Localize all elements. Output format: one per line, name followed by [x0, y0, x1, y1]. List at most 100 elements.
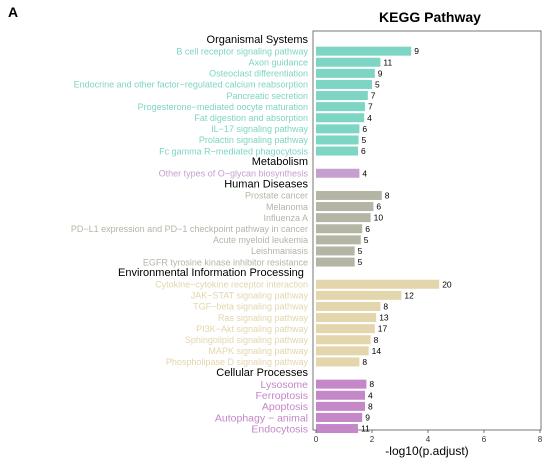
- bar: [316, 146, 358, 156]
- category-label: Apoptosis: [262, 401, 308, 413]
- bar: [316, 379, 367, 389]
- count-label: 6: [376, 202, 381, 212]
- category-label: Phospholipase D signaling pathway: [166, 357, 309, 367]
- bar: [316, 168, 360, 178]
- category-label: Melanoma: [266, 202, 308, 212]
- bar: [316, 424, 358, 434]
- bar: [316, 224, 363, 234]
- bar: [316, 390, 365, 400]
- count-label: 8: [383, 301, 388, 311]
- bar: [316, 68, 375, 78]
- count-label: 9: [365, 412, 370, 422]
- category-label: Acute myeloid leukemia: [213, 235, 308, 245]
- count-label: 8: [385, 190, 390, 200]
- plot-frame: [312, 30, 542, 431]
- x-axis: 0 2 4 6 8: [314, 430, 543, 444]
- category-label: Sphingolipid signaling pathway: [185, 335, 309, 345]
- category-label: Influenza A: [263, 213, 308, 223]
- category-label: Osteoclast differentiation: [209, 69, 308, 79]
- bar: [316, 57, 381, 67]
- category-label: IL−17 signaling pathway: [211, 124, 308, 134]
- bar: [316, 124, 360, 134]
- bar: [316, 335, 371, 345]
- bar: [316, 257, 355, 267]
- count-label: 11: [361, 424, 370, 434]
- group-label: Metabolism: [252, 156, 308, 168]
- bar: [316, 79, 372, 89]
- count-label: 5: [364, 235, 369, 245]
- x-tick-label: 8: [538, 435, 543, 444]
- bar: [316, 313, 377, 323]
- count-label: 5: [362, 135, 367, 145]
- bar: [316, 102, 365, 112]
- bar: [316, 113, 365, 123]
- count-label: 5: [358, 257, 363, 267]
- count-label: 4: [368, 390, 373, 400]
- bar: [316, 190, 382, 200]
- bar: [316, 213, 371, 223]
- bar: [316, 279, 440, 289]
- category-label: Axon guidance: [248, 57, 308, 67]
- x-tick-label: 2: [370, 435, 375, 444]
- count-label: 13: [379, 313, 389, 323]
- category-label: Cytokine−cytokine receptor interaction: [155, 279, 308, 289]
- bar: [316, 290, 402, 300]
- bar: [316, 357, 360, 367]
- group-label: Organismal Systems: [207, 34, 309, 46]
- category-label: Leishmaniasis: [251, 246, 309, 256]
- count-label: 6: [365, 224, 370, 234]
- category-label: Prolactin signaling pathway: [199, 135, 309, 145]
- category-label: Lysosome: [261, 379, 309, 391]
- category-label: Other types of O−glycan biosynthesis: [159, 168, 309, 178]
- bar: [316, 91, 368, 101]
- category-label: EGFR tyrosine kinase inhibitor resistanc…: [143, 257, 308, 267]
- category-label: Progesterone−mediated oocyte maturation: [138, 102, 308, 112]
- bar: [316, 135, 359, 145]
- count-label: 7: [371, 91, 376, 101]
- group-label: Environmental Information Processing: [118, 267, 304, 279]
- category-label: PI3K−Akt signaling pathway: [196, 324, 308, 334]
- count-label: 17: [378, 324, 388, 334]
- category-label: Pancreatic secretion: [226, 91, 308, 101]
- bar: [316, 401, 365, 411]
- count-label: 8: [362, 357, 367, 367]
- category-label: Endocrine and other factor−regulated cal…: [74, 80, 308, 90]
- count-label: 5: [375, 79, 380, 89]
- category-label: JAK−STAT signaling pathway: [191, 291, 309, 301]
- x-tick-label: 0: [314, 435, 319, 444]
- count-label: 8: [368, 401, 373, 411]
- count-label: 8: [369, 379, 374, 389]
- count-label: 9: [414, 46, 419, 56]
- x-axis-label: -log10(p.adjust): [385, 444, 468, 458]
- group-label: Human Diseases: [224, 178, 308, 190]
- count-label: 9: [378, 68, 383, 78]
- count-label: 8: [374, 335, 379, 345]
- bar: [316, 46, 412, 56]
- count-label: 14: [372, 346, 382, 356]
- category-label: Ras signaling pathway: [218, 313, 309, 323]
- bar: [316, 235, 361, 245]
- x-tick-label: 6: [482, 435, 487, 444]
- category-label: Autophagy − animal: [215, 412, 308, 424]
- count-label: 12: [404, 290, 414, 300]
- bar: [316, 246, 355, 256]
- panel-letter: A: [8, 4, 18, 20]
- count-label: 5: [358, 246, 363, 256]
- category-label: MAPK signaling pathway: [208, 346, 308, 356]
- count-label: 6: [361, 146, 366, 156]
- count-label: 20: [442, 279, 452, 289]
- count-label: 10: [374, 213, 384, 223]
- bar: [316, 412, 363, 422]
- category-label: Prostate cancer: [245, 191, 308, 201]
- bar: [316, 346, 369, 356]
- category-label: Fc gamma R−mediated phagocytosis: [159, 146, 308, 156]
- category-label: Ferroptosis: [255, 390, 308, 402]
- count-label: 4: [367, 113, 372, 123]
- category-label: TGF−beta signaling pathway: [193, 302, 308, 312]
- count-label: 6: [362, 124, 367, 134]
- count-label: 7: [368, 102, 373, 112]
- x-tick-label: 4: [426, 435, 431, 444]
- bar: [316, 301, 381, 311]
